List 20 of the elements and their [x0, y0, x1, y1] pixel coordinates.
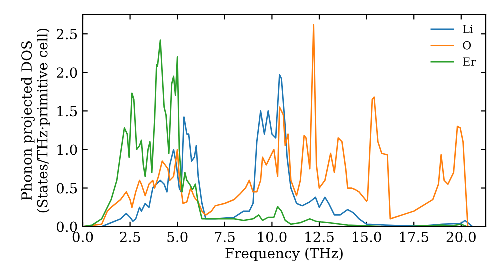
y-tick-label: 0.5 — [56, 183, 78, 194]
legend-label: Er — [463, 58, 476, 66]
x-tick-label: 17.5 — [400, 232, 428, 242]
y-tick-label: 2.0 — [56, 68, 78, 78]
x-tick-label: 12.5 — [306, 232, 334, 242]
x-tick-label: 10.0 — [258, 232, 287, 242]
x-tick-label: 15.0 — [353, 232, 382, 242]
legend-label: O — [463, 41, 472, 50]
y-axis-title: Phonon projected DOS (States/THz·primitive cell) — [21, 28, 50, 213]
x-tick-label: 0.0 — [72, 232, 94, 242]
y-tick-label: 1.5 — [58, 106, 78, 117]
y-tick-label: 1.0 — [58, 144, 78, 156]
x-axis-title: Frequency (THz) — [226, 248, 343, 262]
x-tick-label: 20.0 — [446, 232, 476, 242]
x-tick-label: 5.0 — [168, 232, 188, 242]
y-tick-label: 2.5 — [56, 29, 78, 40]
x-tick-label: 2.5 — [120, 232, 140, 242]
y-tick-label: 0.0 — [56, 222, 78, 232]
legend-label: Li — [463, 25, 474, 34]
x-tick-label: 7.5 — [215, 232, 235, 242]
